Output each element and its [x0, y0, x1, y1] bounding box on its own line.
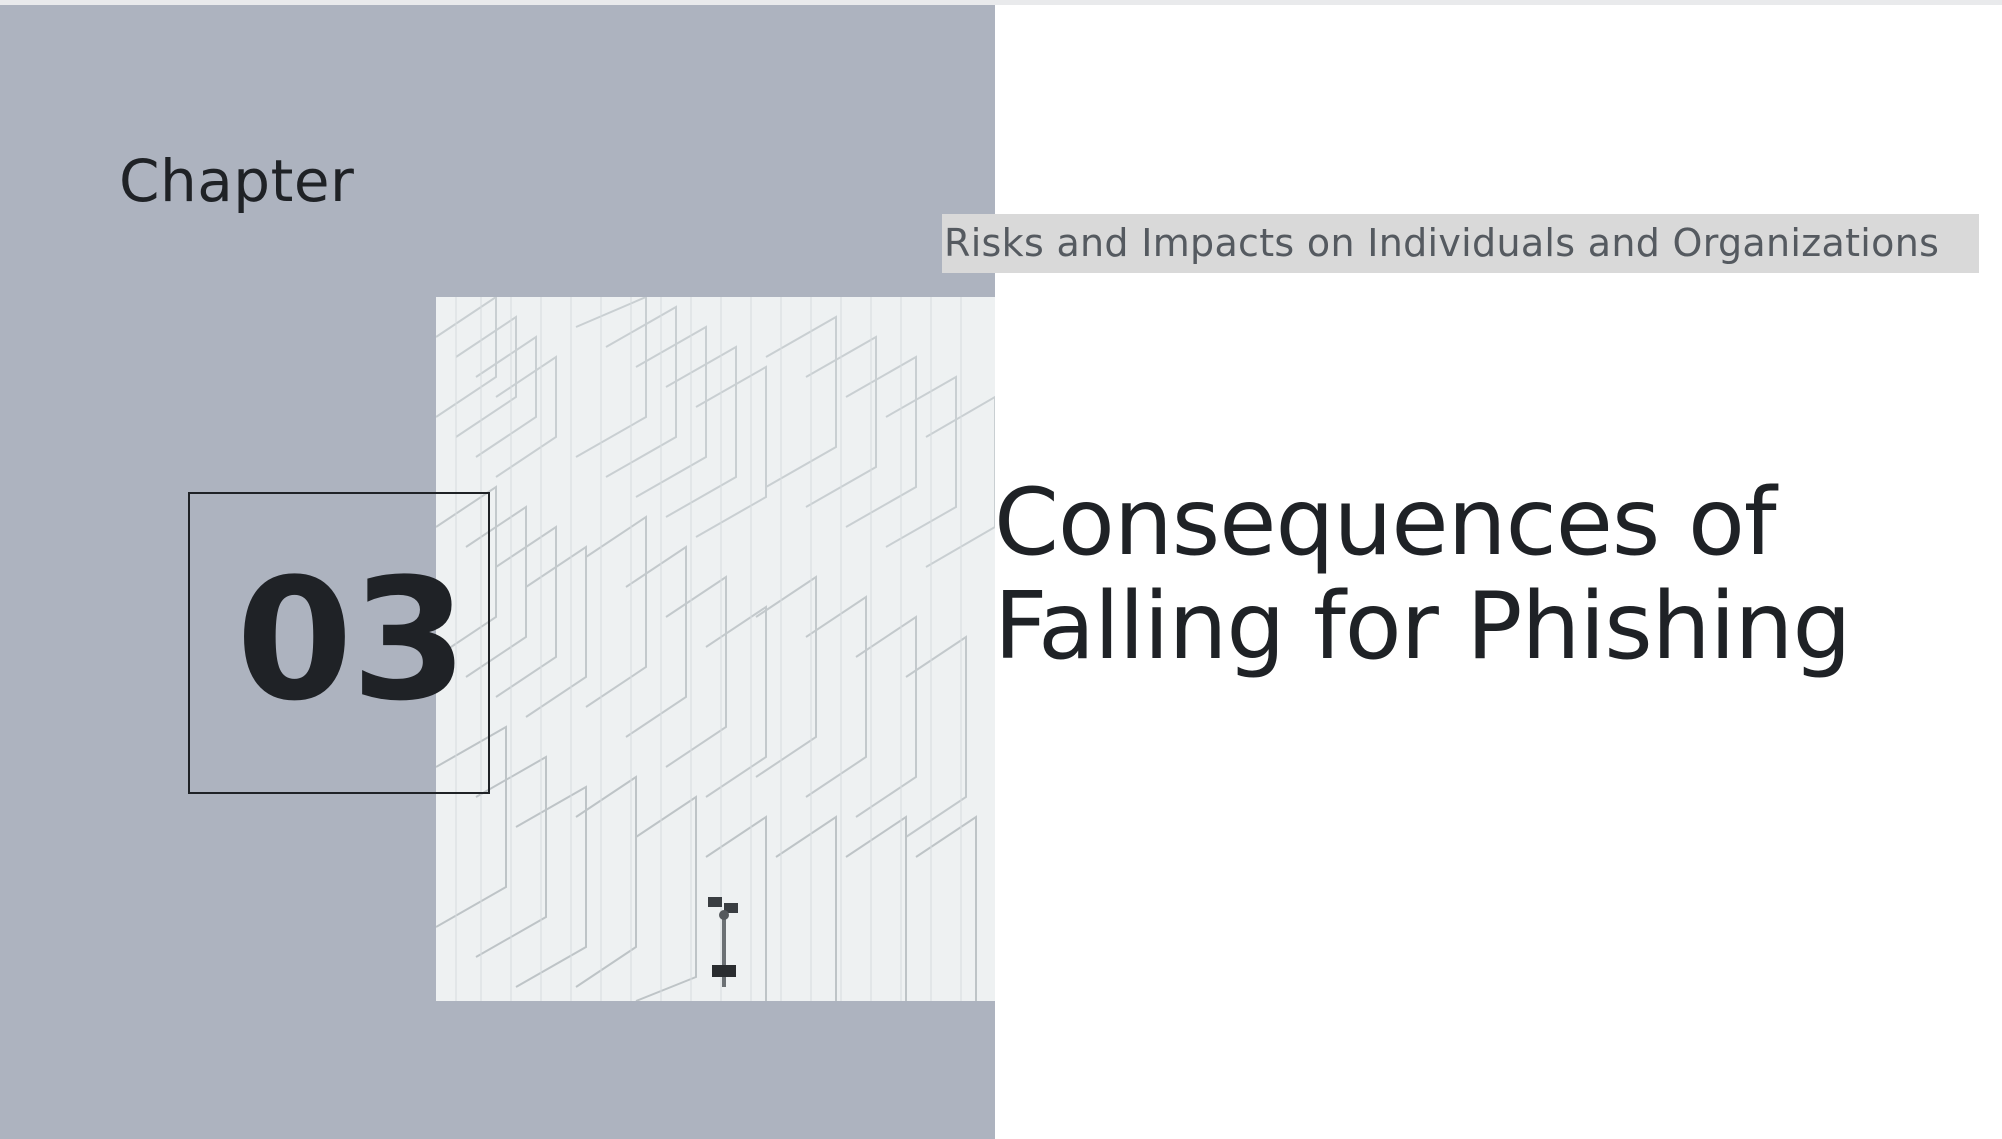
architecture-photo — [436, 297, 995, 1001]
slide-title: Consequences of Falling for Phishing — [994, 468, 1852, 680]
chapter-number: 03 — [236, 542, 468, 738]
chapter-label: Chapter — [119, 147, 355, 215]
chapter-number-frame — [188, 492, 490, 794]
subtitle-highlight: Risks and Impacts on Individuals and Org… — [942, 214, 1979, 273]
subtitle: Risks and Impacts on Individuals and Org… — [944, 221, 1940, 265]
top-divider — [0, 0, 2002, 5]
security-camera-icon — [708, 897, 738, 987]
photo-illustration — [436, 297, 995, 1001]
